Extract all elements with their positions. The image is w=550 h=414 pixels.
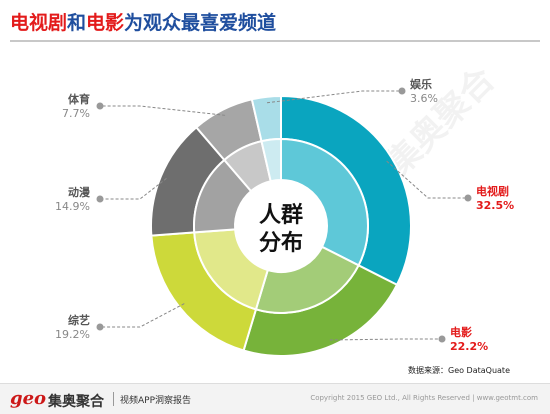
title-highlight-movie: 电影 (86, 12, 125, 34)
leader-dot-5 (398, 87, 406, 95)
title-connector: 和 (67, 12, 87, 34)
slice-label-name-4: 体育 (68, 92, 90, 106)
leader-dot-4 (96, 102, 104, 110)
slice-label-value-4: 7.7% (62, 107, 90, 120)
page-title: 电视剧和电影为观众最喜爱频道 (10, 8, 276, 35)
slice-label-name-0: 电视剧 (476, 184, 509, 198)
footer-bar: geo 集奥聚合 视频APP洞察报告 Copyright 2015 GEO Lt… (0, 383, 550, 414)
slice-label-value-5: 3.6% (410, 92, 438, 105)
geo-logo-cn: 集奥聚合 (48, 394, 104, 410)
donut-center (235, 180, 327, 272)
leader-line-5 (266, 90, 402, 104)
slice-label-name-1: 电影 (450, 325, 472, 339)
slice-label-value-0: 32.5% (476, 199, 514, 212)
slice-label-value-1: 22.2% (450, 340, 488, 353)
leader-line-2 (100, 303, 185, 328)
center-label-line2: 分布 (259, 230, 303, 256)
leader-line-0 (386, 160, 468, 199)
title-divider (10, 40, 540, 42)
title-highlight-tv: 电视剧 (10, 12, 68, 34)
title-rest: 为观众最喜爱频道 (124, 12, 277, 34)
leader-line-3 (100, 178, 167, 200)
slice-label-value-2: 19.2% (55, 328, 90, 341)
leader-dot-0 (464, 194, 472, 202)
slice-label-value-3: 14.9% (55, 200, 90, 213)
slice-label-name-2: 综艺 (68, 313, 90, 327)
leader-dot-1 (438, 335, 446, 343)
slice-label-name-3: 动漫 (68, 185, 91, 199)
footer-separator (113, 392, 114, 406)
copyright-text: Copyright 2015 GEO Ltd., All Rights Rese… (310, 394, 538, 402)
report-name: 视频APP洞察报告 (120, 396, 192, 406)
slice-label-name-5: 娱乐 (410, 77, 432, 91)
geo-logo: geo (10, 388, 47, 409)
leader-dot-2 (96, 323, 104, 331)
center-label-line1: 人群 (259, 202, 303, 228)
data-source-note: 数据来源：Geo DataQuate (408, 366, 510, 375)
leader-dot-3 (96, 195, 104, 203)
leader-line-4 (100, 105, 226, 116)
leader-line-1 (329, 338, 442, 341)
